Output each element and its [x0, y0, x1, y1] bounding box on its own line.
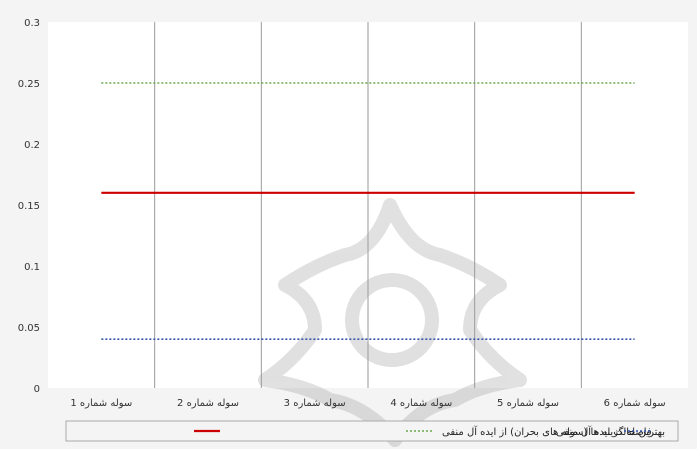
x-tick-label: سوله شماره 2 — [177, 398, 239, 409]
x-tick-label: سوله شماره 1 — [70, 398, 132, 409]
y-tick-label: 0.15 — [18, 201, 40, 212]
x-tick-label: سوله شماره 5 — [497, 398, 559, 409]
y-tick-label: 0.1 — [24, 262, 40, 273]
x-axis-ticks: سوله شماره 1 سوله شماره 2 سوله شماره 3 سوله… — [70, 398, 665, 409]
y-tick-label: 0.3 — [24, 18, 40, 29]
x-tick-label: سوله شماره 3 — [284, 398, 346, 409]
y-tick-label: 0.25 — [18, 79, 40, 90]
legend-label: فاصله گزینه ها (سوله های بحران) از ایده … — [442, 425, 652, 438]
y-axis-ticks: 0 0.05 0.1 0.15 0.2 0.25 0.3 — [18, 18, 40, 395]
legend-label: بهترین حالت ایده آل منفی — [556, 425, 665, 438]
y-tick-label: 0.05 — [18, 323, 40, 334]
x-tick-label: سوله شماره 4 — [390, 398, 452, 409]
y-tick-label: 0.2 — [24, 140, 40, 151]
legend-box — [65, 420, 679, 442]
y-tick-label: 0 — [34, 384, 40, 395]
series-lines — [101, 82, 635, 341]
legend: فاصله گزینه ها (سوله های بحران) از ایده … — [65, 420, 679, 442]
x-tick-label: سوله شماره 6 — [604, 398, 666, 409]
